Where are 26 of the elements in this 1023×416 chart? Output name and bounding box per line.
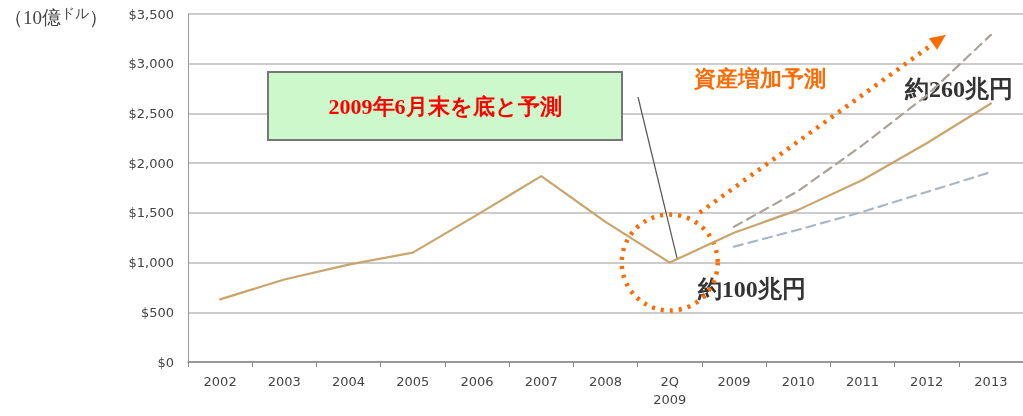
annotation: 約100兆円 xyxy=(696,275,806,302)
y-tick-label: $2,500 xyxy=(128,105,174,121)
annotation: 資産増加予測 xyxy=(693,65,826,91)
x-tick-label: 2013 xyxy=(974,373,1008,389)
x-tick-label: 2Q 2009 xyxy=(653,373,687,407)
y-tick-label: $3,000 xyxy=(128,56,174,72)
line-series xyxy=(732,170,992,248)
x-tick-label: 2012 xyxy=(910,373,944,389)
x-tick-label: 2003 xyxy=(267,373,301,389)
x-tick-label: 2009 xyxy=(717,373,751,389)
x-tick-label: 2004 xyxy=(332,373,366,389)
x-tick-label: 2011 xyxy=(845,373,879,389)
x-tick-label: 2005 xyxy=(396,373,430,389)
y-tick-label: $500 xyxy=(140,304,174,320)
y-tick-label: $0 xyxy=(157,354,174,370)
x-tick-label: 2008 xyxy=(588,373,623,389)
x-tick-label: 2007 xyxy=(524,373,558,389)
annotation: 約260兆円 xyxy=(903,76,1013,103)
annotation: 2009年6月末を底と予測 xyxy=(328,93,562,119)
x-tick-label: 2002 xyxy=(203,373,237,389)
x-tick-label: 2010 xyxy=(781,373,815,389)
y-tick-label: $2,000 xyxy=(128,155,174,171)
y-tick-label: $3,500 xyxy=(128,6,174,22)
y-tick-label: $1,000 xyxy=(128,255,174,271)
x-tick-label: 2006 xyxy=(460,373,494,389)
y-tick-label: $1,500 xyxy=(128,205,174,221)
